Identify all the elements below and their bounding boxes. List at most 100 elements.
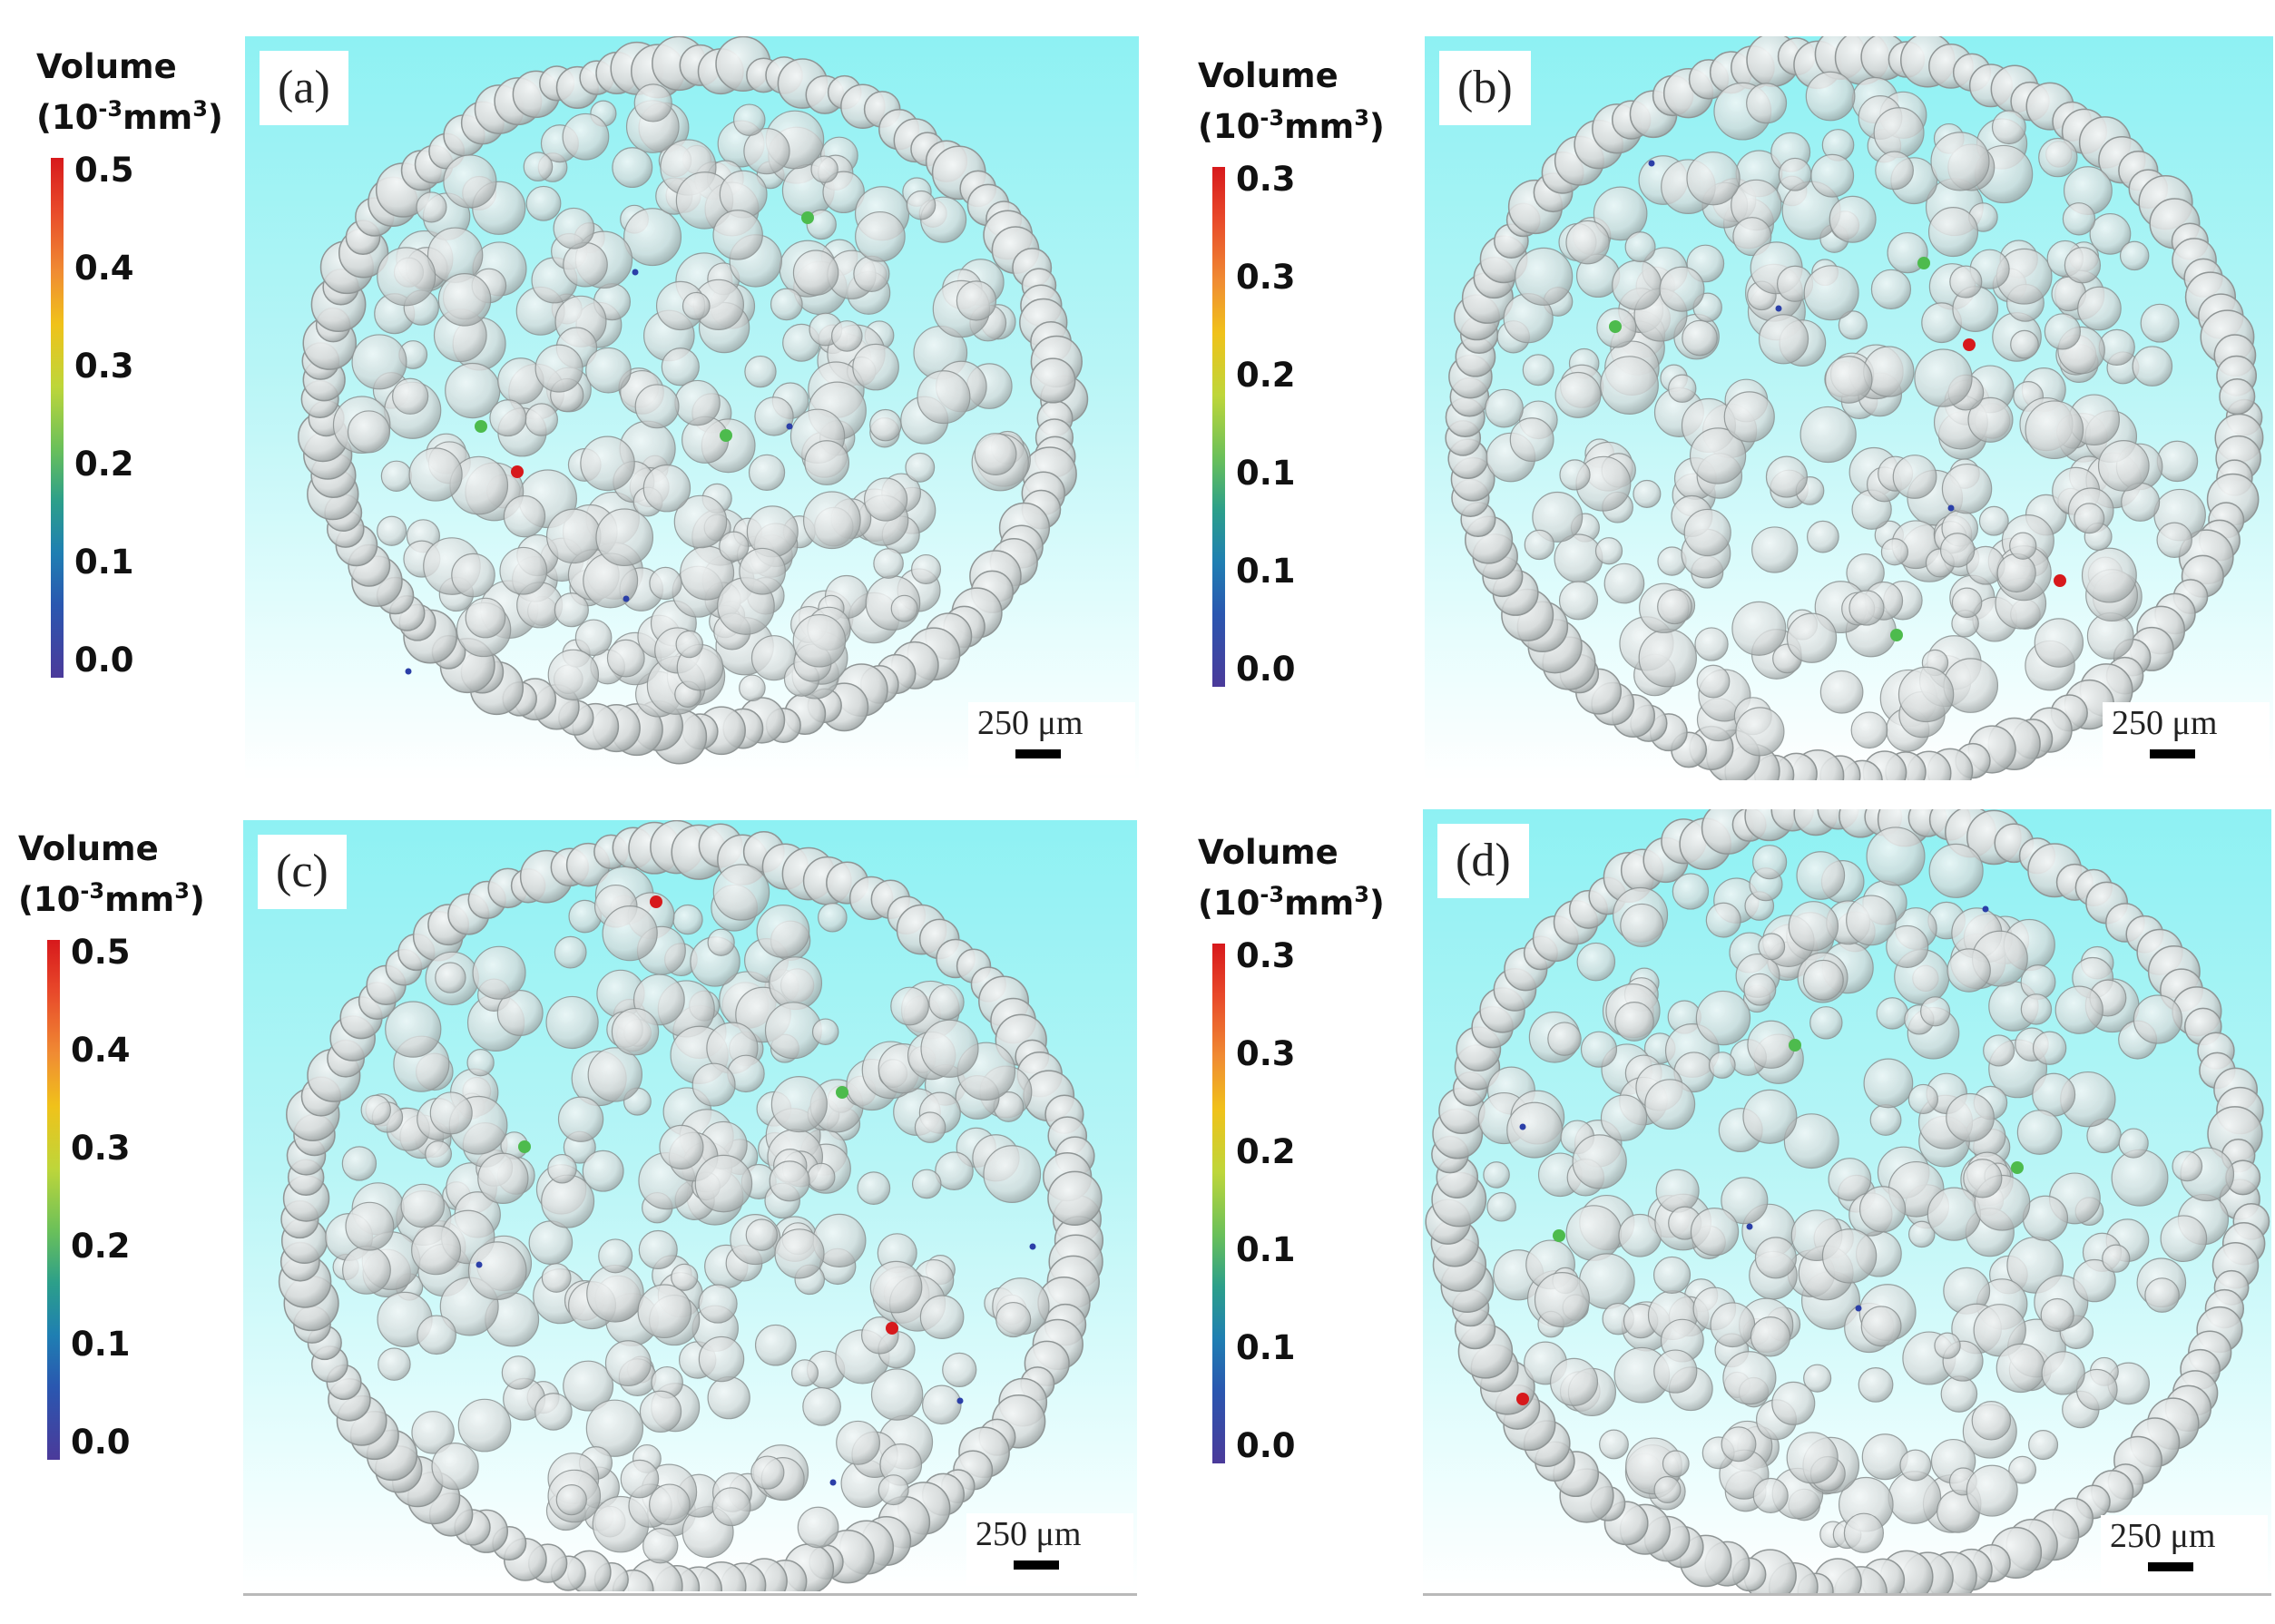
pore-marker (1648, 160, 1655, 167)
particle-sphere (385, 1001, 442, 1058)
particle-spheres (1425, 809, 2270, 1593)
particle-sphere (1765, 455, 1809, 498)
panel-label: (d) (1437, 824, 1529, 898)
particle-sphere (890, 986, 929, 1026)
colorbar-tick: 0.3 (1236, 936, 1296, 975)
legend-title: Volume (18, 829, 159, 868)
particle-sphere (694, 1154, 753, 1213)
particle-sphere (1565, 220, 1610, 265)
particle-sphere (774, 1228, 825, 1279)
particle-sphere (2089, 212, 2132, 255)
particle-sphere (920, 1019, 979, 1078)
particle-sphere (341, 1146, 378, 1181)
particle-sphere (1550, 1357, 1599, 1406)
particle-sphere (642, 1528, 679, 1564)
particle-sphere (1747, 1020, 1796, 1069)
particle-sphere (427, 227, 484, 283)
particle-sphere (698, 1335, 745, 1383)
sphere-render (298, 36, 1089, 765)
particle-sphere (878, 1474, 909, 1506)
particle-sphere (523, 152, 554, 182)
particle-sphere (750, 1455, 785, 1490)
particle-sphere (1848, 590, 1885, 626)
legend-title: Volume (1198, 833, 1339, 872)
pore-marker (801, 211, 814, 224)
pore-marker (1947, 504, 1955, 512)
particle-sphere (906, 190, 936, 220)
legend-c: Volume (10-3mm3) 0.5 0.4 0.3 0.2 0.1 0.0 (18, 826, 254, 1570)
particle-sphere (1838, 310, 1868, 340)
particle-sphere (1978, 505, 2009, 536)
particle-sphere (792, 249, 839, 296)
colorbar-tick: 0.2 (74, 445, 134, 484)
particle-sphere (2009, 532, 2037, 560)
particle-sphere (1758, 933, 1786, 961)
particle-sphere (675, 630, 704, 659)
particle-sphere (2041, 1351, 2085, 1395)
ct-render-c: (c) 250 μm (243, 820, 1137, 1591)
colorbar-tick: 0.0 (71, 1423, 131, 1462)
particle-sphere (1946, 948, 1991, 993)
pore-marker (518, 1140, 531, 1153)
particle-sphere (869, 1260, 923, 1314)
particle-sphere (869, 408, 902, 442)
particle-sphere (1486, 1192, 1516, 1222)
particle-sphere (1939, 533, 1976, 568)
particle-sphere (611, 1007, 660, 1056)
particle-sphere (642, 464, 691, 513)
particle-sphere (351, 334, 407, 390)
particle-sphere (1861, 1433, 1908, 1481)
particle-sphere (719, 531, 750, 562)
particle-sphere (1668, 374, 1697, 403)
particle-sphere (545, 995, 599, 1050)
particle-sphere (1735, 707, 1785, 757)
particle-sphere (1828, 1158, 1872, 1201)
particle-sphere (1547, 1022, 1582, 1056)
particle-sphere (2032, 1031, 2067, 1065)
scale-bar-label: 250 μm (2112, 704, 2218, 742)
particle-sphere (547, 1153, 577, 1184)
particle-sphere (1662, 1450, 1690, 1478)
particle-sphere (1810, 153, 1855, 198)
particle-sphere (437, 272, 492, 327)
particle-sphere (1682, 319, 1718, 357)
baseline-divider (243, 1593, 1137, 1596)
particle-sphere (2020, 993, 2053, 1025)
particle-sphere (797, 1506, 839, 1549)
particle-sphere (1721, 1426, 1757, 1463)
particle-sphere (1746, 83, 1788, 124)
particle-sphere (1554, 371, 1602, 418)
particle-sphere (1653, 1349, 1698, 1394)
particle-sphere (914, 1111, 946, 1143)
particle-sphere (342, 1245, 391, 1295)
pore-marker (1746, 1223, 1753, 1230)
particle-sphere (1946, 1092, 1995, 1142)
particle-sphere (1920, 996, 1951, 1027)
pore-marker (623, 595, 630, 602)
particle-sphere (1786, 612, 1838, 663)
particle-sphere (1928, 843, 1984, 898)
particle-sphere (917, 370, 971, 425)
particle-sphere (1786, 1432, 1839, 1484)
particle-sphere (1858, 1366, 1894, 1403)
particle-sphere (792, 613, 847, 668)
particle-sphere (408, 447, 463, 502)
particle-sphere (377, 515, 407, 546)
particle-sphere (431, 1443, 479, 1491)
particle-sphere (554, 592, 589, 628)
particle-sphere (698, 1284, 738, 1324)
particle-sphere (1788, 901, 1839, 952)
colorbar-tick: 0.0 (74, 641, 134, 680)
particle-sphere (1731, 601, 1787, 656)
particle-sphere (1694, 627, 1729, 661)
particle-sphere (1655, 1169, 1700, 1213)
particle-sphere (806, 209, 837, 240)
pores (476, 895, 1036, 1486)
particle-sphere (392, 377, 429, 415)
particle-sphere (754, 1324, 797, 1366)
particle-sphere (810, 155, 838, 183)
particle-sphere (638, 1229, 678, 1270)
particle-sphere (836, 1420, 881, 1465)
particle-sphere (585, 1399, 644, 1457)
particle-sphere (769, 956, 823, 1011)
